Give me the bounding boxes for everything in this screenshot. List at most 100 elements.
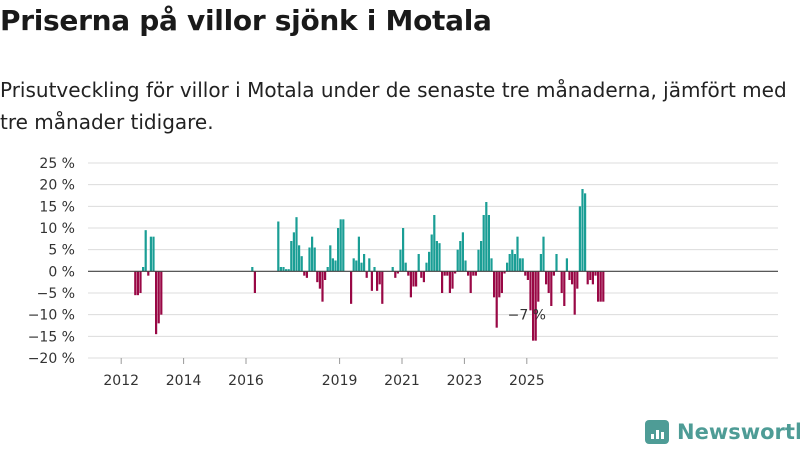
- bar: [253, 271, 256, 293]
- bar: [360, 262, 363, 272]
- bar: [542, 236, 545, 272]
- bar: [376, 271, 379, 291]
- bar: [474, 271, 477, 276]
- bar: [584, 193, 587, 272]
- bar: [337, 228, 340, 272]
- bar: [539, 254, 542, 272]
- bar: [415, 271, 418, 287]
- bar: [355, 260, 358, 272]
- bar: [454, 271, 457, 274]
- bar: [290, 241, 293, 272]
- bar: [516, 236, 519, 272]
- bar: [311, 236, 314, 272]
- bar: [526, 271, 529, 280]
- y-tick-label: 5 %: [48, 243, 75, 259]
- bar: [511, 249, 514, 272]
- bar: [396, 271, 399, 274]
- bar: [552, 271, 555, 276]
- bar: [342, 219, 345, 272]
- bar: [324, 271, 327, 280]
- bar: [279, 267, 282, 272]
- bar: [430, 234, 433, 272]
- bar: [139, 271, 142, 293]
- bar: [318, 271, 321, 289]
- bar: [534, 271, 537, 341]
- latest-value-annotation: −7 %: [508, 308, 546, 324]
- bar: [136, 271, 139, 296]
- bar: [451, 271, 454, 289]
- bar: [555, 254, 558, 272]
- bar: [152, 236, 155, 272]
- bar: [425, 262, 428, 272]
- y-tick-label: −15 %: [28, 329, 75, 345]
- bar: [402, 228, 405, 272]
- bar: [506, 262, 509, 272]
- bar: [142, 267, 145, 272]
- bar: [485, 202, 488, 272]
- bar: [155, 271, 158, 335]
- bar: [422, 271, 425, 283]
- bar: [160, 271, 163, 315]
- bar: [329, 245, 332, 272]
- bar: [157, 271, 160, 324]
- bar: [599, 271, 602, 302]
- x-tick-label: 2023: [447, 373, 483, 389]
- bar: [149, 236, 152, 272]
- bar: [547, 271, 550, 293]
- bar: [363, 254, 366, 272]
- y-tick-label: 15 %: [39, 199, 75, 215]
- bar: [529, 271, 532, 311]
- bar: [352, 258, 355, 272]
- y-tick-label: −5 %: [37, 286, 75, 302]
- bar: [305, 271, 308, 278]
- bar: [370, 271, 373, 291]
- x-tick-label: 2025: [509, 373, 545, 389]
- bar: [295, 217, 298, 272]
- bar: [573, 271, 576, 315]
- bar: [513, 254, 516, 272]
- bar: [493, 271, 496, 298]
- bar: [482, 215, 485, 272]
- bar: [417, 254, 420, 272]
- bar: [469, 271, 472, 293]
- x-tick-label: 2021: [384, 373, 420, 389]
- x-tick-label: 2014: [166, 373, 202, 389]
- bar: [399, 249, 402, 272]
- bar: [448, 271, 451, 293]
- y-tick-label: 0 %: [48, 264, 75, 280]
- y-tick-label: 25 %: [39, 156, 75, 172]
- bar: [550, 271, 553, 306]
- bar: [578, 206, 581, 272]
- y-tick-label: 20 %: [39, 178, 75, 194]
- bar: [503, 271, 506, 274]
- bar: [404, 262, 407, 272]
- bar: [560, 271, 563, 293]
- y-tick-label: −10 %: [28, 308, 75, 324]
- bar: [292, 232, 295, 272]
- bar: [331, 258, 334, 272]
- bar: [433, 215, 436, 272]
- bar: [368, 258, 371, 272]
- bar: [334, 260, 337, 272]
- bar: [490, 258, 493, 272]
- bar: [303, 271, 306, 276]
- bar: [532, 271, 535, 341]
- bar: [521, 258, 524, 272]
- bar: [446, 271, 449, 276]
- bar: [571, 271, 574, 285]
- bar: [438, 243, 441, 272]
- bar: [524, 271, 527, 276]
- bar: [285, 269, 288, 272]
- bar: [277, 221, 280, 272]
- bar: [594, 271, 597, 276]
- bar: [394, 271, 397, 278]
- bar-chart-logo-icon: [645, 420, 669, 444]
- bar: [563, 271, 566, 306]
- bar: [568, 271, 571, 280]
- bar: [480, 241, 483, 272]
- y-tick-label: −20 %: [28, 351, 75, 367]
- x-tick-label: 2019: [322, 373, 358, 389]
- bar: [381, 271, 384, 304]
- bar: [495, 271, 498, 328]
- bar: [477, 249, 480, 272]
